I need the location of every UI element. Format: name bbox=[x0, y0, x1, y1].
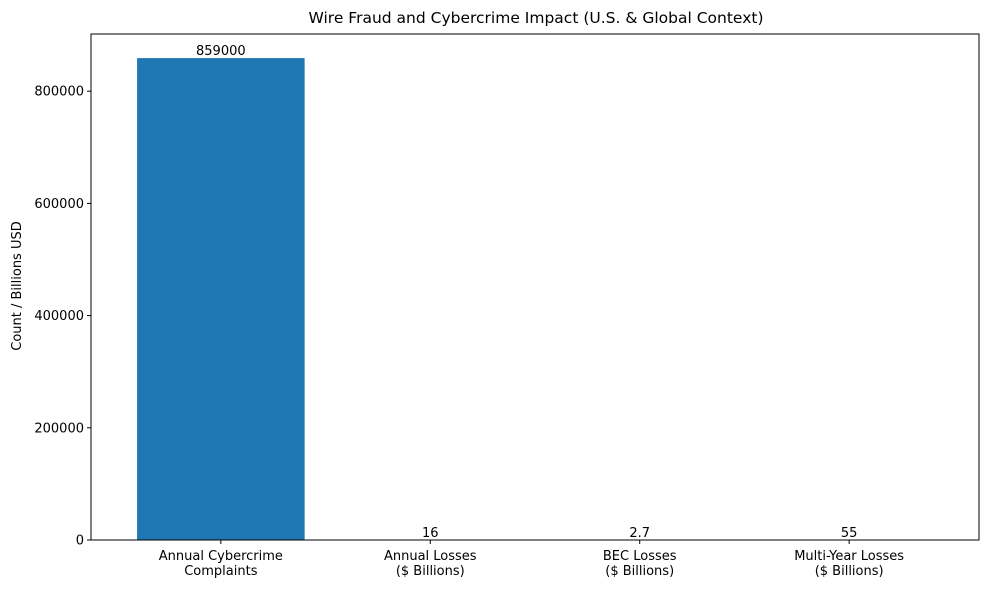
bar-value-label: 2.7 bbox=[629, 526, 650, 541]
plot-frame bbox=[90, 33, 980, 541]
y-tick-label: 600000 bbox=[34, 197, 84, 212]
y-tick-label: 400000 bbox=[34, 309, 84, 324]
bar-value-label: 16 bbox=[422, 526, 439, 541]
bars-group bbox=[137, 58, 933, 540]
x-tick-label: ($ Billions) bbox=[605, 564, 674, 579]
bar bbox=[137, 58, 305, 540]
x-tick-label: ($ Billions) bbox=[396, 564, 465, 579]
x-tick-label: Complaints bbox=[184, 564, 257, 579]
y-axis-label: Count / Billions USD bbox=[10, 221, 25, 351]
x-tick-label: BEC Losses bbox=[603, 549, 677, 564]
chart-title: Wire Fraud and Cybercrime Impact (U.S. &… bbox=[309, 9, 764, 27]
x-tick-label: Annual Cybercrime bbox=[159, 549, 283, 564]
x-tick-label: Multi-Year Losses bbox=[794, 549, 904, 564]
y-tick-label: 800000 bbox=[34, 85, 84, 100]
x-tick-label: ($ Billions) bbox=[815, 564, 884, 579]
y-tick-label: 200000 bbox=[34, 421, 84, 436]
x-tick-label: Annual Losses bbox=[384, 549, 477, 564]
bar-value-label: 859000 bbox=[196, 44, 246, 59]
data-labels-group: 859000 16 2.7 55 bbox=[196, 44, 857, 541]
bar-value-label: 55 bbox=[841, 526, 858, 541]
y-tick-label: 0 bbox=[76, 534, 84, 549]
y-axis: 0 200000 400000 600000 800000 bbox=[34, 85, 91, 549]
